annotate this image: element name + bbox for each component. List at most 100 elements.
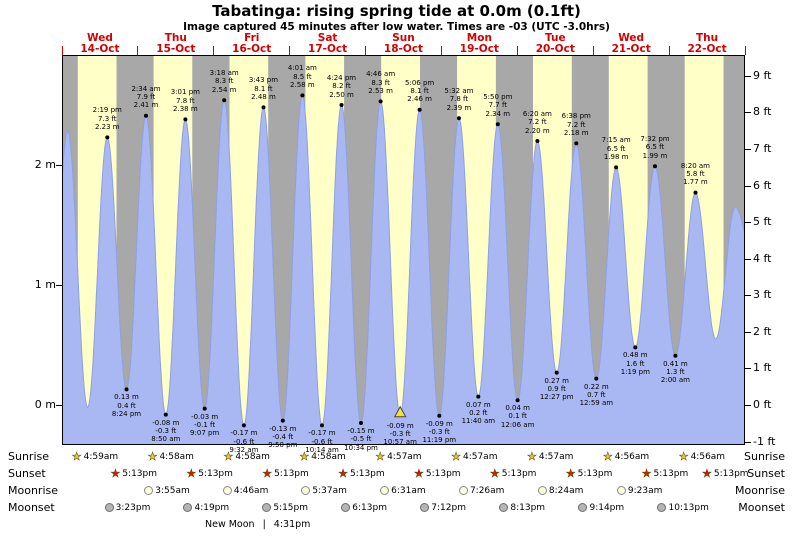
high-tide-time: 5:06 pm bbox=[405, 78, 435, 87]
right-axis-tick bbox=[745, 331, 751, 333]
sunset-entry: ★ 5:13pm bbox=[262, 467, 309, 480]
low-tide-feet: -0.3 ft bbox=[389, 430, 411, 439]
high-tide-meters: 2.53 m bbox=[368, 86, 393, 95]
moonrise-entry: 8:24am bbox=[537, 484, 583, 497]
moonset-entry: 7:12pm bbox=[420, 501, 466, 514]
high-tide-dot bbox=[456, 116, 461, 121]
moonrise-time: 5:37am bbox=[312, 485, 347, 496]
day-name: Mon bbox=[466, 32, 492, 44]
low-tide-meters: -0.09 m bbox=[386, 421, 414, 430]
moonset-moon-icon bbox=[183, 503, 193, 512]
low-tide-feet: -0.6 ft bbox=[233, 437, 255, 446]
moonset-entry: 8:13pm bbox=[499, 501, 545, 514]
sunset-time: 5:13pm bbox=[501, 468, 537, 479]
high-tide-feet: 7.8 ft bbox=[449, 95, 469, 104]
right-axis-tick bbox=[745, 258, 751, 260]
sunset-star-icon: ★ bbox=[702, 466, 712, 480]
moonrise-moon-icon bbox=[301, 486, 311, 495]
low-tide-annotation: -0.09 m -0.3 ft 11:19 pm bbox=[422, 420, 456, 445]
right-axis-tick bbox=[745, 405, 751, 406]
sunset-time: 5:13pm bbox=[577, 468, 613, 479]
low-tide-time: 10:34 pm bbox=[344, 443, 378, 452]
sunset-star-icon: ★ bbox=[565, 466, 576, 480]
chart-border bbox=[62, 55, 745, 445]
moonrise-row-label-left: Moonrise bbox=[8, 484, 58, 497]
sunset-time: 5:13pm bbox=[198, 468, 233, 479]
low-tide-dot bbox=[554, 370, 559, 375]
moonset-moon-icon bbox=[578, 503, 588, 512]
moonset-entry: 10:13pm bbox=[657, 501, 709, 514]
sunrise-entry: ★ 4:56am bbox=[602, 449, 650, 463]
day-date: 16-Oct bbox=[232, 42, 272, 55]
low-tide-dot bbox=[476, 394, 481, 399]
high-tide-dot bbox=[222, 98, 227, 103]
high-tide-annotation: 2:34 am 7.9 ft 2.41 m bbox=[131, 85, 160, 110]
sunset-star-icon: ★ bbox=[338, 466, 348, 480]
left-axis-tick bbox=[56, 405, 62, 406]
high-tide-feet: 6.5 ft bbox=[606, 144, 626, 153]
day-label: Tue 20-Oct bbox=[536, 33, 575, 54]
high-tide-dot bbox=[693, 190, 698, 195]
low-tide-feet: -0.5 ft bbox=[350, 435, 372, 444]
high-tide-annotation: 7:15 am 6.5 ft 1.98 m bbox=[602, 136, 631, 161]
low-tide-annotation: -0.17 m -0.6 ft 9:32 am bbox=[229, 429, 258, 454]
high-tide-dot bbox=[105, 135, 110, 140]
sunrise-star-icon: ★ bbox=[526, 449, 537, 463]
moonset-moon-icon bbox=[499, 503, 509, 512]
low-tide-time: 8:50 am bbox=[151, 435, 181, 444]
sunrise-entry: ★ 4:58am bbox=[147, 450, 194, 463]
sunset-star-icon: ★ bbox=[489, 466, 500, 480]
sunrise-entry: ★ 4:57am bbox=[451, 450, 498, 463]
moonrise-moon-icon bbox=[537, 486, 547, 495]
day-name: Wed bbox=[618, 32, 645, 44]
moonset-moon-icon bbox=[262, 503, 272, 512]
moonset-moon-icon bbox=[104, 503, 114, 512]
high-tide-annotation: 4:46 am 8.3 ft 2.53 m bbox=[366, 70, 395, 95]
moonrise-row-label-right: Moonrise bbox=[735, 484, 785, 497]
right-axis-label: 9 ft bbox=[753, 68, 772, 82]
high-tide-feet: 7.2 ft bbox=[528, 118, 547, 127]
right-axis-tick bbox=[745, 75, 751, 77]
day-date: 19-Oct bbox=[459, 42, 499, 55]
sunrise-entry: ★ 4:59am bbox=[71, 449, 119, 463]
low-tide-meters: 0.27 m bbox=[544, 376, 570, 385]
high-tide-annotation: 8:20 am 5.8 ft 1.77 m bbox=[681, 162, 710, 187]
sunrise-time: 4:58am bbox=[159, 451, 194, 462]
moonrise-moon-icon bbox=[144, 486, 154, 495]
sunrise-star-icon: ★ bbox=[602, 449, 613, 463]
high-tide-time: 2:19 pm bbox=[92, 106, 122, 115]
low-tide-time: 11:40 am bbox=[461, 417, 496, 426]
sunset-entry: ★ 5:13pm bbox=[566, 467, 613, 480]
moonset-time: 6:13pm bbox=[352, 502, 387, 513]
day-name: Thu bbox=[164, 32, 187, 44]
right-axis-label: 4 ft bbox=[753, 251, 772, 265]
sunset-time: 5:13pm bbox=[425, 468, 461, 479]
sunrise-time: 4:58am bbox=[311, 451, 346, 462]
page-subtitle: Image captured 45 minutes after low wate… bbox=[183, 21, 610, 33]
sunrise-entry: ★ 4:58am bbox=[299, 450, 346, 463]
moonset-time: 4:19pm bbox=[194, 502, 230, 513]
left-axis-tick bbox=[56, 285, 62, 286]
day-boundary-tick bbox=[440, 46, 442, 55]
sunset-time: 5:13pm bbox=[713, 468, 749, 479]
low-tide-feet: -0.1 ft bbox=[194, 420, 216, 429]
new-moon-label: New Moon bbox=[205, 519, 255, 530]
high-tide-time: 5:50 pm bbox=[483, 93, 513, 102]
sunset-time: 5:13pm bbox=[274, 468, 309, 479]
low-tide-annotation: 0.04 m 0.1 ft 12:06 am bbox=[501, 404, 535, 429]
high-tide-meters: 2.58 m bbox=[290, 80, 315, 89]
low-tide-feet: 1.6 ft bbox=[626, 359, 645, 368]
low-tide-meters: -0.08 m bbox=[152, 418, 180, 427]
day-label: Thu 22-Oct bbox=[687, 33, 726, 54]
low-tide-time: 9:07 pm bbox=[190, 429, 220, 438]
sunrise-star-icon: ★ bbox=[71, 449, 82, 463]
low-tide-meters: -0.13 m bbox=[269, 424, 297, 433]
high-tide-dot bbox=[300, 93, 305, 98]
low-tide-feet: 0.4 ft bbox=[117, 401, 136, 410]
day-date: 14-Oct bbox=[80, 42, 120, 55]
low-tide-meters: 0.22 m bbox=[584, 382, 609, 391]
high-tide-annotation: 7:32 pm 6.5 ft 1.99 m bbox=[640, 135, 669, 160]
day-date: 15-Oct bbox=[156, 42, 196, 55]
sunset-star-icon: ★ bbox=[110, 466, 121, 480]
low-tide-time: 2:00 am bbox=[660, 376, 690, 385]
